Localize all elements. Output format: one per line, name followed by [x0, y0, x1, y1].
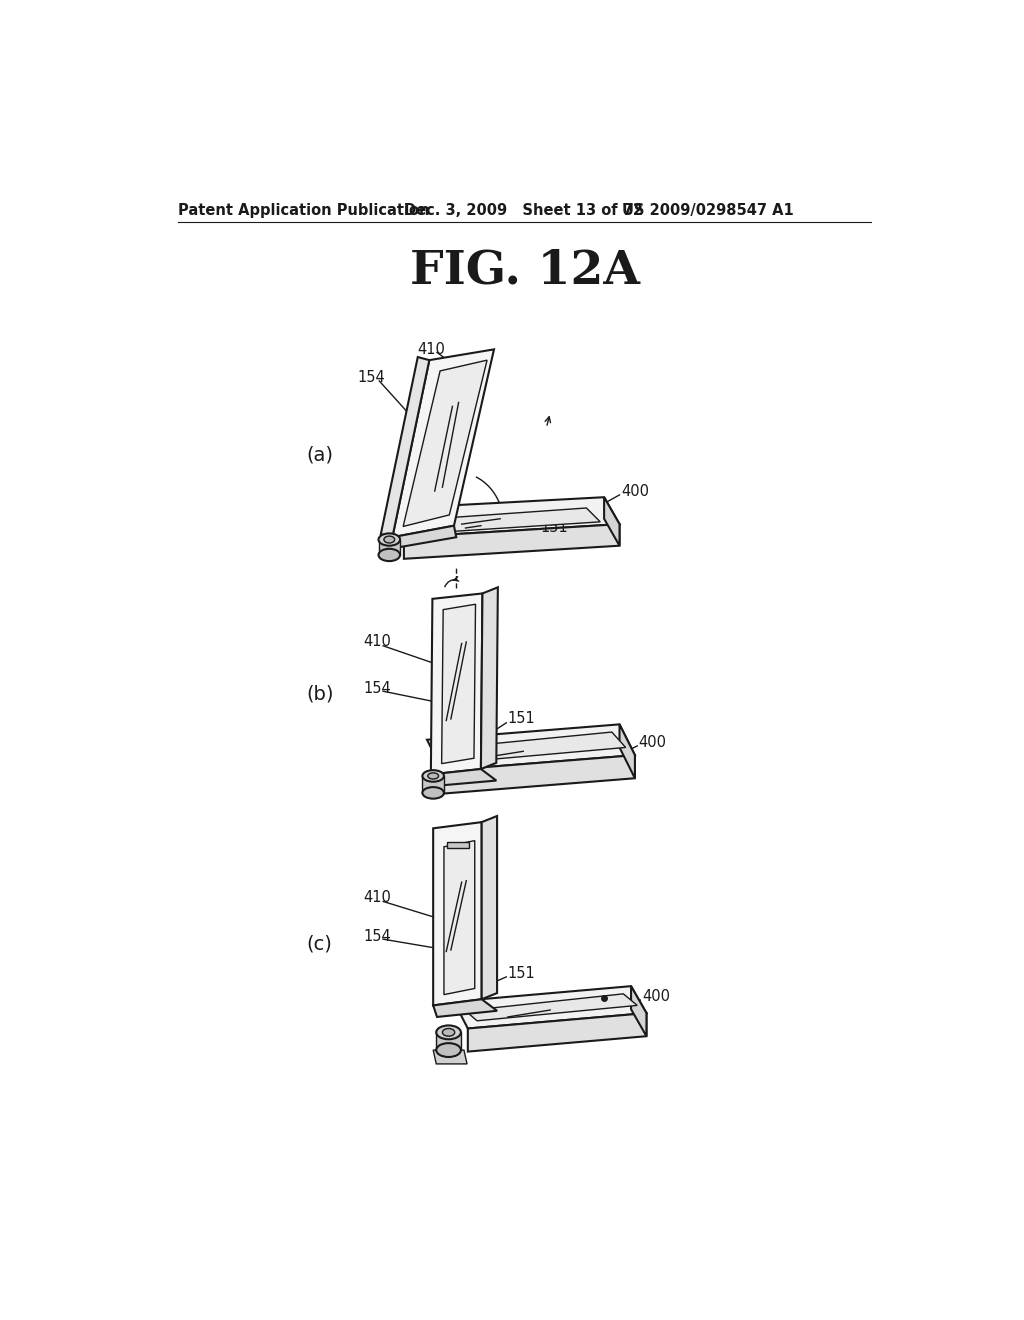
Text: 410: 410: [417, 342, 444, 356]
Text: Patent Application Publication: Patent Application Publication: [178, 203, 430, 218]
FancyArrowPatch shape: [453, 577, 459, 581]
Polygon shape: [427, 725, 635, 771]
Polygon shape: [390, 525, 457, 549]
Ellipse shape: [428, 774, 438, 779]
Text: 154: 154: [364, 928, 391, 944]
Polygon shape: [481, 587, 498, 770]
Polygon shape: [403, 524, 620, 558]
Polygon shape: [431, 594, 482, 775]
Text: US 2009/0298547 A1: US 2009/0298547 A1: [622, 203, 794, 218]
Text: FIG. 12A: FIG. 12A: [410, 247, 640, 293]
Text: 410: 410: [364, 635, 391, 649]
Text: 400: 400: [639, 734, 667, 750]
Text: Dec. 3, 2009   Sheet 13 of 72: Dec. 3, 2009 Sheet 13 of 72: [403, 203, 643, 218]
Polygon shape: [381, 358, 429, 537]
Polygon shape: [388, 498, 620, 537]
Polygon shape: [442, 755, 635, 793]
Polygon shape: [481, 816, 497, 999]
Ellipse shape: [436, 1043, 461, 1057]
Polygon shape: [433, 1051, 467, 1064]
Polygon shape: [620, 725, 635, 779]
Polygon shape: [444, 841, 475, 995]
Text: 154: 154: [364, 681, 391, 696]
Text: 151: 151: [508, 711, 536, 726]
Text: (a): (a): [306, 445, 333, 465]
Ellipse shape: [422, 787, 444, 799]
Polygon shape: [604, 498, 620, 545]
Text: 400: 400: [621, 483, 649, 499]
Polygon shape: [438, 733, 626, 763]
Ellipse shape: [379, 549, 400, 561]
Ellipse shape: [422, 770, 444, 781]
Text: 400: 400: [643, 989, 671, 1003]
Polygon shape: [392, 350, 494, 537]
Polygon shape: [468, 1014, 646, 1052]
Text: 410: 410: [364, 890, 391, 906]
Ellipse shape: [379, 533, 400, 545]
Polygon shape: [631, 986, 646, 1036]
Text: 154: 154: [357, 371, 385, 385]
Polygon shape: [433, 822, 481, 1006]
Polygon shape: [454, 986, 646, 1028]
Text: (b): (b): [306, 684, 334, 704]
Text: 151: 151: [541, 520, 568, 536]
Polygon shape: [447, 842, 469, 849]
Polygon shape: [379, 540, 400, 554]
FancyArrowPatch shape: [545, 417, 551, 425]
Polygon shape: [441, 605, 475, 763]
Ellipse shape: [436, 1026, 461, 1039]
Polygon shape: [403, 360, 487, 527]
Ellipse shape: [384, 536, 394, 543]
Polygon shape: [431, 770, 497, 785]
Text: 151: 151: [508, 965, 536, 981]
Polygon shape: [412, 508, 600, 533]
Polygon shape: [433, 999, 497, 1016]
Polygon shape: [436, 1032, 461, 1051]
Polygon shape: [422, 776, 444, 793]
Polygon shape: [466, 994, 637, 1020]
Text: (c): (c): [306, 935, 332, 953]
Ellipse shape: [442, 1028, 455, 1036]
